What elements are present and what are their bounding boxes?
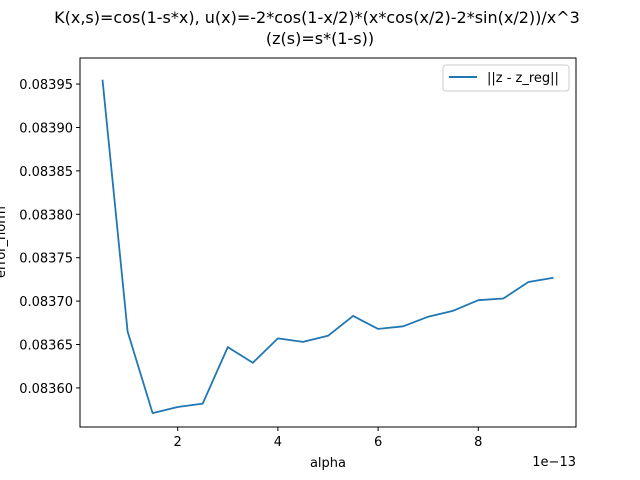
legend: ||z - z_reg||	[442, 64, 570, 92]
data-point	[202, 403, 204, 405]
chart-title-line-2: (z(s)=s*(1-s))	[266, 29, 374, 48]
plot-area	[80, 58, 576, 427]
x-axis-label: alpha	[310, 456, 346, 471]
x-tick-label: 6	[374, 435, 382, 450]
x-tick-label: 8	[474, 435, 482, 450]
y-tick-label: 0.08390	[19, 121, 73, 136]
data-point	[477, 299, 479, 301]
y-tick-label: 0.08365	[19, 339, 73, 354]
y-tick-label: 0.08360	[19, 382, 73, 397]
data-point	[302, 341, 304, 343]
data-point	[352, 315, 354, 317]
chart-title-line-1: K(x,s)=cos(1-s*x), u(x)=-2*cos(1-x/2)*(x…	[54, 8, 580, 27]
data-point	[252, 362, 254, 364]
data-point	[452, 310, 454, 312]
data-point	[502, 298, 504, 300]
data-point	[402, 325, 404, 327]
x-tick-label: 4	[274, 435, 282, 450]
y-tick-label: 0.08370	[19, 295, 73, 310]
y-tick-label: 0.08380	[19, 208, 73, 223]
series-layer	[101, 79, 554, 415]
data-point	[152, 412, 154, 414]
data-point	[427, 316, 429, 318]
data-point	[227, 346, 229, 348]
data-point	[177, 406, 179, 408]
data-point	[377, 328, 379, 330]
data-point	[527, 281, 529, 283]
x-axis-ticks: 2 4 6 8	[174, 427, 482, 450]
series-line-0	[101, 79, 554, 415]
chart-title: K(x,s)=cos(1-s*x), u(x)=-2*cos(1-x/2)*(x…	[54, 8, 580, 48]
y-tick-label: 0.08395	[19, 78, 73, 93]
y-axis-label: error_norm	[0, 206, 9, 278]
data-point	[102, 79, 104, 81]
x-tick-label: 2	[174, 435, 182, 450]
x-axis-offset-text: 1e−13	[532, 455, 576, 470]
legend-label: ||z - z_reg||	[487, 71, 559, 86]
data-point	[127, 330, 129, 332]
y-tick-label: 0.08385	[19, 165, 73, 180]
plot-frame	[79, 57, 577, 428]
data-point	[552, 277, 554, 279]
y-tick-label: 0.08375	[19, 252, 73, 267]
y-axis-ticks: 0.08360 0.08365 0.08370 0.08375 0.08380 0.083…	[19, 78, 80, 397]
legend-box	[442, 64, 570, 92]
data-point	[277, 337, 279, 339]
data-point	[327, 335, 329, 337]
